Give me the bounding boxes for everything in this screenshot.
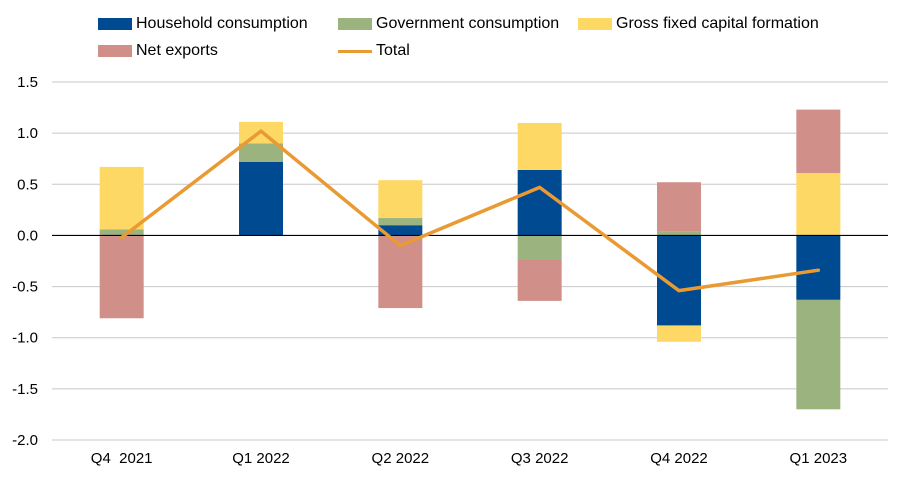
bar-segment [657, 231, 701, 236]
total-line [119, 129, 821, 293]
bars [99, 109, 841, 410]
legend-net-exports: Net exports [98, 42, 218, 60]
y-tick-label: 0.0 [17, 227, 38, 244]
x-axis-ticks: Q4 2021 Q1 2022 Q2 2022 Q3 2022 Q4 2022 Q1 20… [91, 450, 847, 467]
legend-swatch-household [98, 18, 132, 30]
legend-government-consumption: Government consumption [338, 15, 559, 33]
legend-total: Total [338, 42, 410, 60]
y-tick-label: 1.0 [17, 125, 38, 142]
legend-label-government: Government consumption [376, 15, 560, 32]
gridlines [52, 81, 888, 441]
bar-segment [796, 173, 841, 236]
bar-segment [378, 225, 423, 236]
x-tick-label: Q4 2021 [91, 450, 153, 467]
bar-segment [796, 109, 841, 174]
bar-segment [99, 229, 144, 236]
bar-segment [517, 259, 562, 301]
y-tick-label: 1.5 [17, 74, 38, 91]
bar-segment [796, 235, 841, 300]
y-tick-label: -1.5 [12, 381, 38, 398]
x-tick-label: Q1 2023 [790, 450, 848, 467]
bar-segment [378, 218, 423, 226]
y-tick-label: -0.5 [12, 279, 38, 296]
legend-swatch-net-exports [98, 45, 132, 57]
bar-segment [99, 235, 144, 319]
legend-label-total: Total [376, 42, 410, 59]
y-axis-ticks: 1.5 1.0 0.5 0.0 -0.5 -1.0 -1.5 -2.0 [12, 74, 38, 449]
y-tick-label: -1.0 [12, 330, 38, 347]
x-tick-label: Q4 2022 [650, 450, 708, 467]
bar-segment [657, 325, 701, 342]
legend-label-household: Household consumption [136, 15, 308, 32]
legend-gross-fixed-capital-formation: Gross fixed capital formation [578, 15, 819, 33]
total-line-path [119, 129, 821, 293]
bar-segment [378, 235, 423, 309]
legend-label-net-exports: Net exports [136, 42, 218, 59]
y-tick-label: -2.0 [12, 432, 38, 449]
bar-segment [517, 169, 562, 236]
y-tick-label: 0.5 [17, 176, 38, 193]
x-tick-label: Q3 2022 [511, 450, 569, 467]
bar-segment [517, 235, 562, 260]
legend-swatch-gfcf [578, 18, 612, 30]
x-tick-label: Q1 2022 [232, 450, 290, 467]
legend-household-consumption: Household consumption [98, 15, 308, 33]
bar-segment [378, 180, 423, 219]
legend-swatch-total [338, 49, 372, 53]
bar-segment [99, 166, 144, 230]
bar-segment [239, 143, 283, 162]
legend-label-gfcf: Gross fixed capital formation [616, 15, 819, 32]
bar-segment [517, 122, 562, 170]
bar-segment [239, 161, 283, 236]
bar-segment [657, 182, 701, 232]
x-tick-label: Q2 2022 [372, 450, 430, 467]
legend-swatch-government [338, 18, 372, 30]
legend: Household consumption Government consump… [0, 0, 898, 70]
bar-segment [796, 299, 841, 410]
